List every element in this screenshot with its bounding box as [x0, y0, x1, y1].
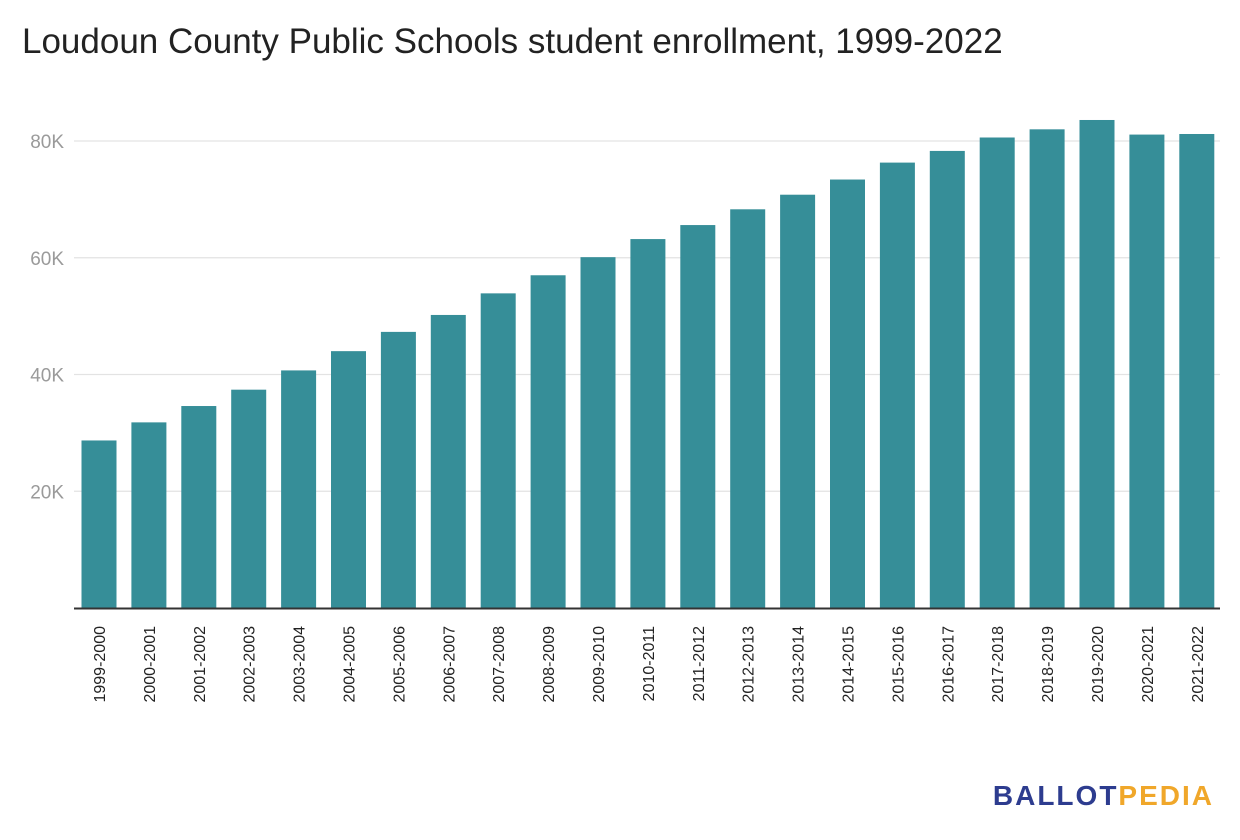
x-tick-label: 2002-2003	[242, 626, 259, 703]
x-tick-label: 2014-2015	[841, 626, 858, 703]
ballotpedia-logo[interactable]: BALLOTPEDIA	[993, 780, 1214, 812]
x-tick-label: 2001-2002	[192, 626, 209, 703]
bar-2010-2011	[630, 239, 666, 608]
x-tick-label: 2008-2009	[541, 626, 558, 703]
x-tick-label: 2003-2004	[292, 626, 309, 703]
bar-2016-2017	[929, 150, 965, 608]
x-tick-label: 2018-2019	[1040, 626, 1057, 703]
x-tick-label: 2007-2008	[491, 626, 508, 703]
x-tick-label: 2009-2010	[591, 626, 608, 703]
x-tick-label: 2004-2005	[342, 626, 359, 703]
x-tick-label: 2012-2013	[741, 626, 758, 703]
x-tick-label: 2011-2012	[691, 626, 708, 701]
x-tick-label: 2005-2006	[391, 626, 408, 703]
bar-2004-2005	[331, 351, 366, 608]
bar-2011-2012	[680, 225, 716, 608]
x-tick-label: 2000-2001	[142, 626, 159, 703]
x-tick-label: 2016-2017	[940, 626, 957, 703]
bar-2008-2009	[530, 275, 566, 608]
bar-2017-2018	[979, 137, 1015, 608]
bar-2013-2014	[780, 194, 816, 608]
bar-2014-2015	[830, 179, 865, 608]
y-tick-label: 80K	[30, 132, 64, 153]
bar-2007-2008	[480, 293, 516, 608]
y-tick-label: 20K	[30, 482, 64, 503]
y-tick-label: 60K	[30, 249, 64, 270]
bar-2015-2016	[879, 162, 915, 608]
bar-2009-2010	[580, 257, 616, 608]
x-tick-label: 2021-2022	[1190, 626, 1207, 703]
logo-pedia-text: PEDIA	[1118, 780, 1214, 811]
bar-1999-2000	[81, 440, 117, 608]
y-tick-labels: 20K 40K 60K 80K	[30, 132, 64, 503]
x-tick-label: 2017-2018	[990, 626, 1007, 703]
logo-ballot-text: BALLOT	[992, 780, 1119, 811]
x-tick-label: 2013-2014	[791, 626, 808, 703]
bar-2019-2020	[1079, 119, 1115, 609]
bar-2000-2001	[131, 422, 167, 608]
bar-2020-2021	[1129, 134, 1165, 609]
chart-title: Loudoun County Public Schools student en…	[22, 22, 1003, 61]
x-tick-label: 1999-2000	[92, 626, 109, 703]
bar-2003-2004	[281, 370, 317, 608]
x-tick-label: 2006-2007	[441, 626, 458, 703]
bar-2018-2019	[1029, 129, 1065, 608]
y-tick-label: 40K	[30, 366, 64, 387]
x-tick-labels: 1999-2000 2000-2001 2001-2002 2002-2003 2003…	[92, 626, 1207, 703]
bars	[81, 119, 1215, 609]
bar-2002-2003	[231, 389, 267, 608]
bar-2006-2007	[430, 314, 466, 608]
x-tick-label: 2020-2021	[1140, 626, 1157, 703]
bar-2012-2013	[730, 209, 766, 608]
bar-2005-2006	[380, 331, 416, 608]
bar-2001-2002	[181, 406, 217, 608]
bar-2021-2022	[1179, 133, 1215, 608]
x-tick-label: 2010-2011	[641, 626, 658, 701]
x-tick-label: 2019-2020	[1090, 626, 1107, 703]
x-tick-label: 2015-2016	[890, 626, 907, 703]
